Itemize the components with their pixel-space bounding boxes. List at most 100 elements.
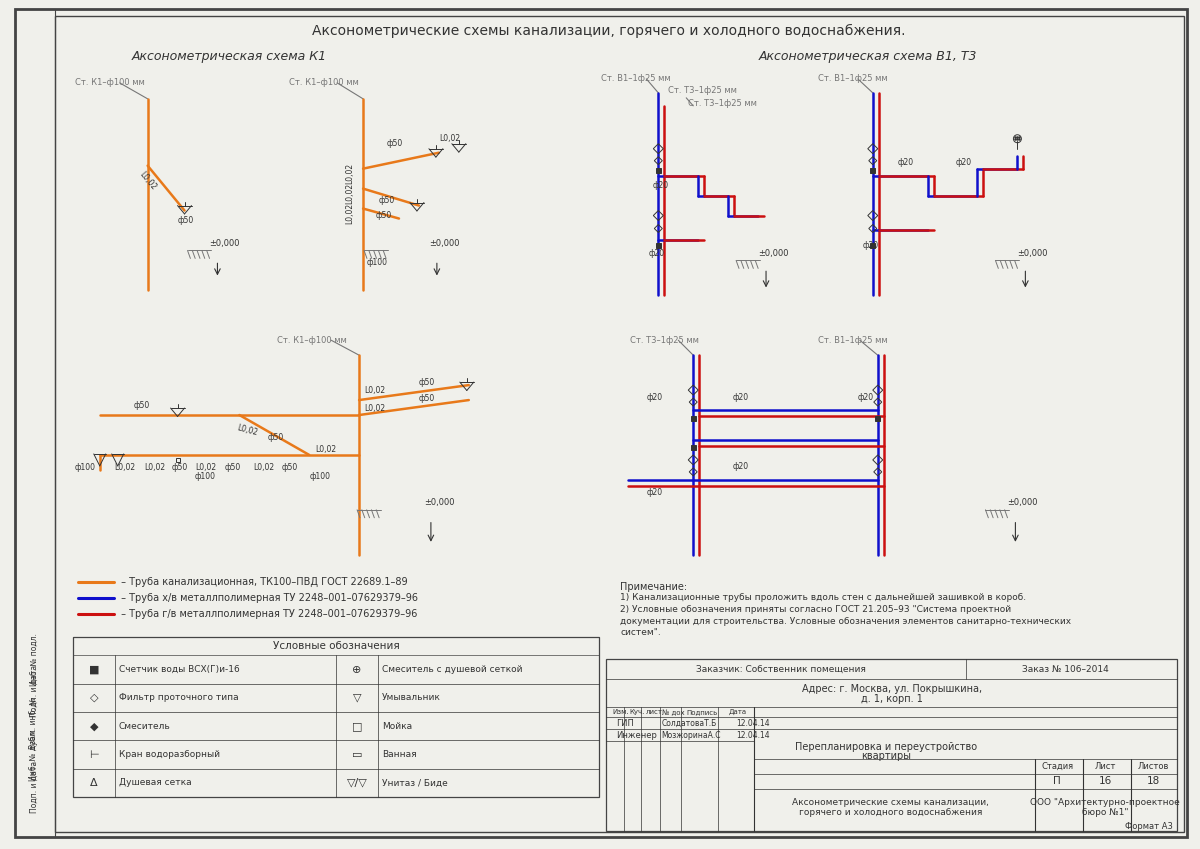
Text: 18: 18 <box>1146 776 1159 786</box>
Text: L0,02: L0,02 <box>138 170 158 192</box>
Text: Ст. В1–1ф25 мм: Ст. В1–1ф25 мм <box>601 75 671 83</box>
Text: Кран водоразборный: Кран водоразборный <box>119 750 220 759</box>
Text: ±0,000: ±0,000 <box>428 239 460 248</box>
Text: ф50: ф50 <box>379 196 395 205</box>
Text: Инб. № дубл.: Инб. № дубл. <box>30 729 38 781</box>
Text: – Труба канализационная, ТК100–ПВД ГОСТ 22689.1–89: – Труба канализационная, ТК100–ПВД ГОСТ … <box>118 576 407 587</box>
Text: ф100: ф100 <box>74 464 96 472</box>
Text: Аксонометрические схемы канализации,: Аксонометрические схемы канализации, <box>792 797 989 807</box>
Text: ф50: ф50 <box>281 464 298 472</box>
Text: ⊢: ⊢ <box>89 750 98 760</box>
Text: ф20: ф20 <box>647 488 662 498</box>
Text: ±0,000: ±0,000 <box>210 239 240 248</box>
Text: Ст. Т3–1ф25 мм: Ст. Т3–1ф25 мм <box>689 99 757 109</box>
Bar <box>870 243 875 248</box>
Text: – Труба х/в металлполимерная ТУ 2248–001–07629379–96: – Труба х/в металлполимерная ТУ 2248–001… <box>118 593 418 603</box>
Text: Подпись: Подпись <box>686 709 718 715</box>
Text: ◇: ◇ <box>90 693 98 703</box>
Text: Листов: Листов <box>1138 762 1169 771</box>
Bar <box>73 638 600 655</box>
Text: Душевая сетка: Душевая сетка <box>119 779 191 787</box>
Text: L0,02: L0,02 <box>145 464 166 472</box>
Text: Изм.: Изм. <box>612 709 629 715</box>
Text: Лист: Лист <box>1094 762 1116 771</box>
Text: ООО "Архитектурно-проектное: ООО "Архитектурно-проектное <box>1031 797 1180 807</box>
Text: 12.04.14: 12.04.14 <box>736 719 769 728</box>
Text: Условные обозначения: Условные обозначения <box>272 642 400 651</box>
Text: Формат А3: Формат А3 <box>1126 823 1172 831</box>
Text: ф20: ф20 <box>863 241 878 250</box>
Text: ■: ■ <box>89 665 100 675</box>
Text: – Труба г/в металлполимерная ТУ 2248–001–07629379–96: – Труба г/в металлполимерная ТУ 2248–001… <box>118 609 418 619</box>
Text: ▽/▽: ▽/▽ <box>347 778 367 788</box>
Text: Стадия: Стадия <box>1042 762 1073 771</box>
Text: ф50: ф50 <box>268 434 283 442</box>
Text: ф50: ф50 <box>133 401 150 409</box>
Text: ф20: ф20 <box>733 392 749 402</box>
Text: Подп. и дата: Подп. и дата <box>30 666 38 717</box>
Text: ▭: ▭ <box>352 750 362 760</box>
Text: бюро №1": бюро №1" <box>1082 807 1128 817</box>
Bar <box>656 243 661 248</box>
Text: ф20: ф20 <box>733 463 749 471</box>
Text: Δ: Δ <box>90 778 97 788</box>
Text: ф20: ф20 <box>647 392 662 402</box>
Bar <box>175 458 180 462</box>
Text: ±0,000: ±0,000 <box>758 249 788 258</box>
Text: Смеситель: Смеситель <box>119 722 170 731</box>
Text: Ст. К1–ф100 мм: Ст. К1–ф100 мм <box>289 78 359 87</box>
Text: ф50: ф50 <box>388 139 403 149</box>
Text: № дох: № дох <box>662 709 684 716</box>
Text: L0,02: L0,02 <box>196 464 217 472</box>
Text: СолдатоваТ.Б: СолдатоваТ.Б <box>661 719 716 728</box>
Text: 2) Условные обозначения приняты согласно ГОСТ 21.205–93 "Система проектной: 2) Условные обозначения приняты согласно… <box>620 604 1012 614</box>
Text: Аксонометрическая схема В1, Т3: Аксонометрическая схема В1, Т3 <box>758 50 977 64</box>
Text: ф50: ф50 <box>178 216 193 225</box>
Text: Инб. № подл.: Инб. № подл. <box>30 633 38 686</box>
Text: Ст. К1–ф100 мм: Ст. К1–ф100 мм <box>74 78 144 87</box>
Text: горячего и холодного водоснабжения: горячего и холодного водоснабжения <box>799 807 983 817</box>
Bar <box>14 9 55 837</box>
Text: □: □ <box>352 722 362 731</box>
Text: 1) Канализационные трубы проложить вдоль стен с дальнейшей зашивкой в короб.: 1) Канализационные трубы проложить вдоль… <box>620 593 1026 602</box>
Text: Взам. инб. №: Взам. инб. № <box>30 697 38 749</box>
Text: L0,02: L0,02 <box>316 446 336 454</box>
Text: Куч.: Куч. <box>630 709 646 715</box>
Text: L0,02: L0,02 <box>346 203 354 224</box>
Text: 12.04.14: 12.04.14 <box>736 731 769 739</box>
Text: ф20: ф20 <box>955 158 972 167</box>
Text: ф50: ф50 <box>224 464 241 472</box>
Text: Ст. К1–ф100 мм: Ст. К1–ф100 мм <box>277 335 347 345</box>
Text: Заказчик: Собственник помещения: Заказчик: Собственник помещения <box>696 665 866 674</box>
Text: Ванная: Ванная <box>382 750 416 759</box>
Text: Умывальник: Умывальник <box>382 694 440 702</box>
Text: ф50: ф50 <box>172 464 188 472</box>
Text: ф20: ф20 <box>858 392 874 402</box>
Text: П: П <box>1054 776 1061 786</box>
Bar <box>870 168 875 173</box>
Text: Аксонометрическая схема К1: Аксонометрическая схема К1 <box>132 50 326 64</box>
Text: ф100: ф100 <box>367 258 388 267</box>
Text: ▽: ▽ <box>353 693 361 703</box>
Text: Перепланировка и переустройство: Перепланировка и переустройство <box>794 742 977 752</box>
Text: L0,02: L0,02 <box>439 134 460 143</box>
Text: ф50: ф50 <box>419 378 436 386</box>
Text: ГИП: ГИП <box>617 719 635 728</box>
Text: квартиры: квартиры <box>860 751 911 762</box>
Text: ±0,000: ±0,000 <box>424 498 455 508</box>
Text: ⊕: ⊕ <box>353 665 361 675</box>
Text: Адрес: г. Москва, ул. Покрышкина,: Адрес: г. Москва, ул. Покрышкина, <box>802 684 982 694</box>
Bar <box>875 415 881 420</box>
Text: ф20: ф20 <box>652 181 668 190</box>
Text: ф50: ф50 <box>419 394 436 402</box>
Text: Смеситель с душевой сеткой: Смеситель с душевой сеткой <box>382 665 522 674</box>
Text: Унитаз / Биде: Унитаз / Биде <box>382 779 448 787</box>
Bar <box>691 415 696 420</box>
Bar <box>606 660 1177 831</box>
Text: Счетчик воды ВСХ(Г)и-16: Счетчик воды ВСХ(Г)и-16 <box>119 665 240 674</box>
Text: Заказ № 106–2014: Заказ № 106–2014 <box>1022 665 1109 674</box>
Text: Ст. Т3–1ф25 мм: Ст. Т3–1ф25 мм <box>668 87 737 95</box>
Text: лист: лист <box>646 709 662 715</box>
Text: документации для строительства. Условные обозначения элементов санитарно-техниче: документации для строительства. Условные… <box>620 616 1072 626</box>
Text: L0,02: L0,02 <box>253 464 275 472</box>
